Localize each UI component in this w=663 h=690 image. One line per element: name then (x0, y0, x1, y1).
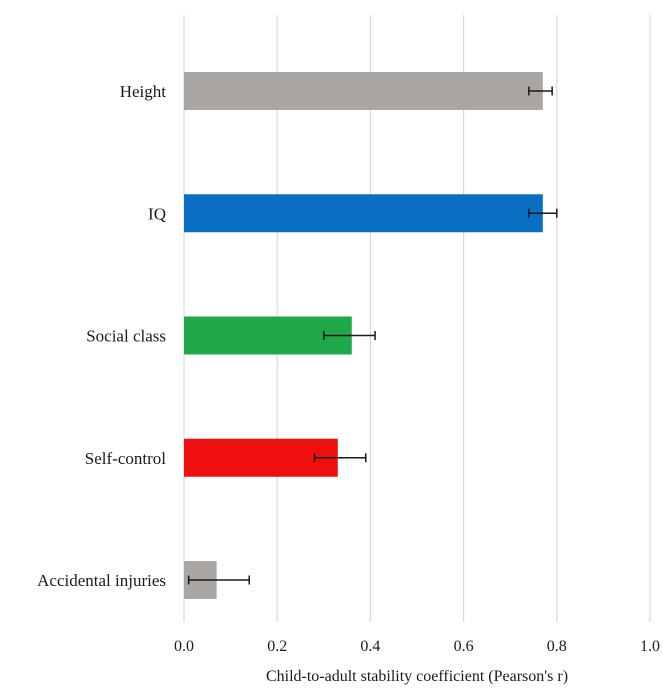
error-bar-3 (313, 453, 367, 463)
x-tick-label-3: 0.6 (454, 638, 474, 655)
error-bar-2 (323, 331, 376, 340)
x-tick-label-2: 0.4 (360, 638, 380, 655)
category-label-4: Accidental injuries (37, 571, 166, 590)
bar-3 (184, 438, 338, 477)
error-bars (187, 86, 558, 585)
bar-0 (184, 72, 543, 110)
x-tick-label-5: 1.0 (640, 638, 660, 655)
bar-1 (184, 194, 543, 233)
error-bar-0 (528, 86, 553, 96)
category-label-2: Social class (86, 327, 166, 346)
x-tick-labels: 0.0 0.2 0.4 0.6 0.8 1.0 (174, 638, 660, 655)
error-bar-4 (187, 575, 250, 585)
category-labels: Height IQ Social class Self-control Accident… (37, 82, 166, 590)
category-label-0: Height (120, 82, 167, 101)
x-axis-title: Child-to-adult stability coefficient (Pe… (266, 668, 568, 685)
category-label-3: Self-control (85, 449, 166, 468)
error-bar-1 (528, 208, 558, 218)
bars (184, 72, 543, 599)
x-tick-label-0: 0.0 (174, 638, 194, 655)
x-tick-label-1: 0.2 (267, 638, 287, 655)
category-label-1: IQ (148, 204, 166, 223)
gridlines (183, 15, 651, 622)
x-tick-label-4: 0.8 (547, 638, 567, 655)
